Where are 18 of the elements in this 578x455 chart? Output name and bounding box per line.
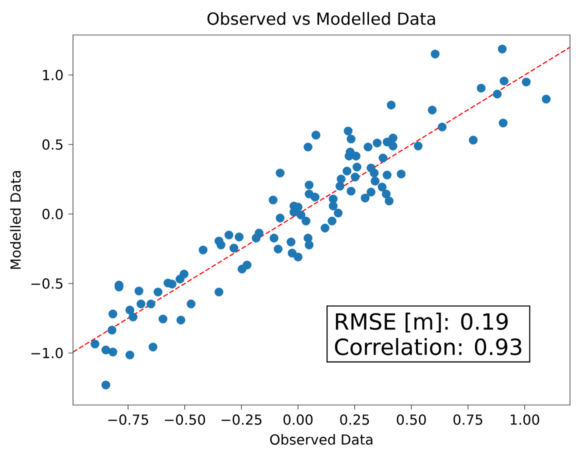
y-axis-title: Modelled Data: [10, 171, 21, 269]
x-tick-label: −0.75: [108, 414, 148, 425]
x-tick-label: −0.25: [222, 414, 262, 425]
annotation: Correlation: 0.93: [334, 338, 522, 356]
y-tick-label: 0.0: [42, 208, 63, 220]
x-axis-title: Observed Data: [270, 434, 372, 445]
x-tick-label: −0.50: [164, 414, 206, 425]
x-tick-label: 1.00: [510, 414, 540, 425]
annotation: RMSE [m]: 0.19: [336, 312, 508, 333]
y-tick-label: 0.5: [42, 139, 62, 150]
y-tick-label: −0.5: [31, 278, 62, 289]
y-tick-label: 1.0: [43, 70, 63, 80]
x-tick-label: 0.00: [284, 414, 313, 425]
x-tick-label: 0.75: [454, 414, 482, 425]
x-tick-label: 0.50: [396, 414, 426, 425]
y-tick-label: −1.0: [31, 348, 63, 358]
x-tick-label: 0.25: [340, 414, 369, 425]
chart-title: Observed vs Modelled Data: [207, 12, 435, 25]
